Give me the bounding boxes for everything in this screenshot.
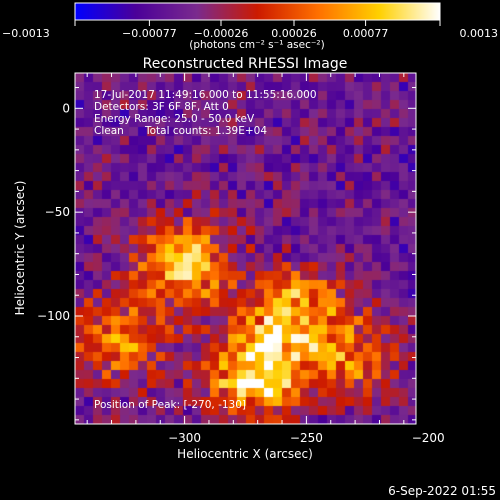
colorbar-ticks: −0.0013 −0.00077 −0.00026 0.00026 0.00077 0.0…: [2, 20, 498, 40]
plot-frame: [74, 72, 417, 425]
colorbar-tick-label: −0.00026: [194, 27, 249, 40]
annotation-time-range: 17-Jul-2017 11:49:16.000 to 11:55:16.000: [94, 89, 317, 101]
y-axis-ticks: 0 −50 −100: [37, 87, 416, 421]
y-tick-label: −50: [45, 205, 70, 219]
heatmap-image: [75, 73, 416, 424]
y-tick-label: 0: [62, 101, 70, 115]
colorbar-tick-label: 0.0013: [460, 27, 499, 40]
colorbar-tick-label: 0.00077: [343, 27, 389, 40]
annotation-method: Clean: [94, 125, 124, 137]
colorbar-unit-label: (photons cm⁻² s⁻¹ asec⁻²): [189, 39, 324, 51]
annotation-energy-range: Energy Range: 25.0 - 50.0 keV: [94, 113, 255, 125]
y-axis-label: Heliocentric Y (arcsec): [13, 181, 27, 316]
footer-date: 6-Sep-2022 01:55: [388, 484, 496, 498]
x-tick-label: −200: [412, 431, 445, 445]
annotation-detectors: Detectors: 3F 6F 8F, Att 0: [94, 101, 229, 113]
annotation-peak-position: Position of Peak: [-270, -130]: [94, 399, 246, 411]
y-tick-label: −100: [37, 309, 70, 323]
colorbar-tick-label: −0.0013: [2, 27, 50, 40]
x-axis-label: Heliocentric X (arcsec): [177, 447, 313, 461]
colorbar-tick-label: 0.00026: [271, 27, 317, 40]
colorbar-tick-label: −0.00077: [122, 27, 177, 40]
annotation-total-counts: Total counts: 1.39E+04: [144, 125, 267, 137]
x-axis-ticks: −300 −250 −200: [86, 73, 445, 445]
x-tick-label: −300: [168, 431, 201, 445]
colorbar: [74, 2, 441, 21]
chart-title: Reconstructed RHESSI Image: [143, 56, 348, 72]
x-tick-label: −250: [290, 431, 323, 445]
